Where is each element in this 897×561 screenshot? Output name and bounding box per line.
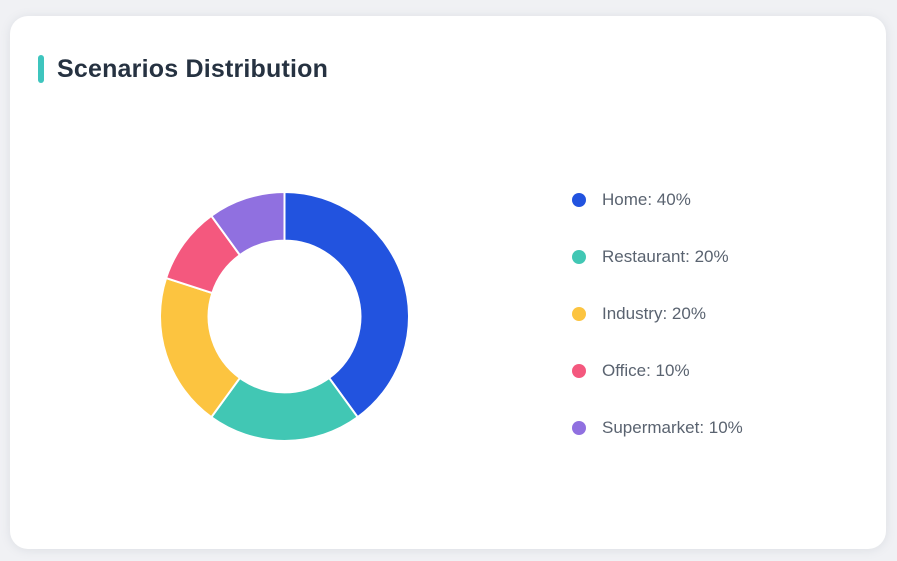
title-accent-bar xyxy=(38,55,44,83)
legend-dot-office xyxy=(572,364,586,378)
legend-dot-home xyxy=(572,193,586,207)
legend-dot-industry xyxy=(572,307,586,321)
legend-label: Office: 10% xyxy=(602,361,690,380)
donut-segment-supermarket[interactable] xyxy=(210,191,286,257)
legend-item-restaurant[interactable]: Restaurant: 20% xyxy=(572,247,743,267)
legend-label: Industry: 20% xyxy=(602,304,706,323)
legend-item-home[interactable]: Home: 40% xyxy=(572,190,743,210)
legend-item-industry[interactable]: Industry: 20% xyxy=(572,304,743,324)
legend-dot-supermarket xyxy=(572,421,586,435)
legend-label: Home: 40% xyxy=(602,190,691,209)
chart-legend: Home: 40% Restaurant: 20% Industry: 20% Off… xyxy=(572,190,743,475)
card-header: Scenarios Distribution xyxy=(38,55,328,83)
donut-chart[interactable] xyxy=(156,188,413,445)
legend-dot-restaurant xyxy=(572,250,586,264)
donut-segment-home[interactable] xyxy=(283,191,410,419)
legend-label: Restaurant: 20% xyxy=(602,247,729,266)
legend-item-office[interactable]: Office: 10% xyxy=(572,361,743,381)
legend-item-supermarket[interactable]: Supermarket: 10% xyxy=(572,418,743,438)
legend-label: Supermarket: 10% xyxy=(602,418,743,437)
scenarios-distribution-card: Scenarios Distribution Home: 40% Restaura… xyxy=(10,16,886,549)
page-title: Scenarios Distribution xyxy=(57,55,329,83)
